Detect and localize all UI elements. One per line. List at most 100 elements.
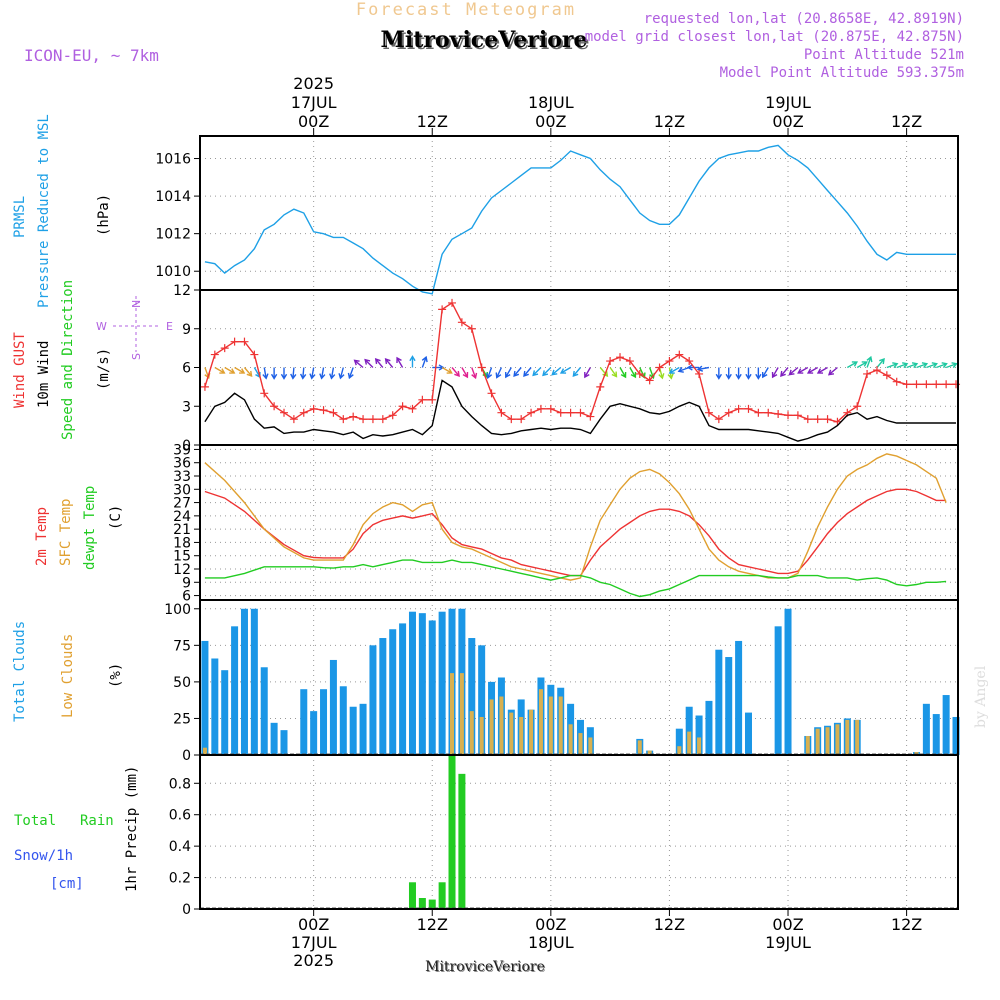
wind-barb-head xyxy=(364,358,371,365)
clouds-ytick-label: 25 xyxy=(173,711,191,727)
gust-marker xyxy=(497,408,506,417)
clouds-bar-primary xyxy=(300,689,308,755)
wind-barb-head xyxy=(892,362,899,369)
clouds-bar-secondary xyxy=(499,696,504,755)
wind-barb xyxy=(609,367,618,377)
wind-barb-head xyxy=(780,370,786,377)
clouds-bar-secondary xyxy=(855,719,860,755)
clouds-bar-primary xyxy=(260,667,268,755)
wind-panel: 0 3 6 9 12 xyxy=(173,283,961,454)
model-label: ICON-EU, ~ 7km xyxy=(24,46,159,65)
precipitation-bar-primary xyxy=(408,882,416,909)
wind-barb xyxy=(762,367,769,378)
wind-barb-head xyxy=(421,355,428,363)
wind-ytick-label: 0 xyxy=(182,438,191,454)
compass-s: S xyxy=(130,353,143,360)
wind-barb xyxy=(945,363,957,369)
wind-barb-head xyxy=(353,359,360,366)
wind-ytick-label: 6 xyxy=(182,361,191,377)
clouds-bar-secondary xyxy=(538,689,543,755)
clouds-bar-primary xyxy=(359,703,367,755)
temperature-ytick-label: 21 xyxy=(173,522,191,538)
precipitation-bar-primary xyxy=(448,755,456,909)
clouds-bar-secondary xyxy=(637,740,642,755)
gust-marker xyxy=(200,382,209,391)
clouds-bar-secondary xyxy=(815,728,820,755)
clouds-bar-primary xyxy=(349,706,357,755)
wind-barb xyxy=(817,366,828,374)
closest-coords: model grid closest lon,lat (20.875E, 42.… xyxy=(585,29,964,45)
wind-barb-head xyxy=(299,373,307,380)
clouds-ytick-label: 50 xyxy=(173,675,191,691)
wind-barb-head xyxy=(446,368,453,374)
wind-barb-head xyxy=(384,358,391,365)
wind-barb xyxy=(461,367,468,378)
clouds-bar-secondary xyxy=(687,731,692,755)
wind-barb xyxy=(487,367,493,379)
wind-barb xyxy=(780,367,789,377)
wind-barb xyxy=(451,367,460,377)
wind-ytick-label: 12 xyxy=(173,283,191,299)
wind-barb xyxy=(292,367,295,379)
clouds-bar-primary xyxy=(725,657,733,755)
clouds-bar-secondary xyxy=(825,727,830,755)
wind-barb-head xyxy=(941,362,948,369)
gust-marker xyxy=(319,406,328,415)
wind-barb xyxy=(572,367,582,377)
temperature-ytick-label: 6 xyxy=(182,589,191,605)
wind-barb-head xyxy=(270,373,278,380)
clouds-ytick-label: 100 xyxy=(164,602,191,618)
gust-marker xyxy=(922,380,931,389)
requested-coords: requested lon,lat (20.8658E, 42.8919N) xyxy=(644,11,964,27)
bottom-time-label: 17JUL xyxy=(291,933,337,952)
bottom-time-label: 2025 xyxy=(293,951,334,970)
precip-axis-label: 1hr Precip (mm) xyxy=(124,766,140,892)
clouds-bar-primary xyxy=(735,640,743,755)
wind-barb-head xyxy=(911,362,919,369)
gust-marker xyxy=(596,382,605,391)
wind-barb-head xyxy=(630,372,637,379)
wind-barb-head xyxy=(246,370,253,377)
wind-barb-head xyxy=(280,373,288,380)
bottom-time-label: 00Z xyxy=(772,915,803,934)
gust-marker xyxy=(853,402,862,411)
precip-snow-label: Snow/1h xyxy=(14,848,73,864)
precipitation-bar-primary xyxy=(438,882,446,909)
clouds-bar-primary xyxy=(231,626,239,755)
clouds-bar-secondary xyxy=(845,719,850,755)
wind-barb xyxy=(551,366,562,376)
wind-barb-head xyxy=(219,368,226,374)
wind-barb-head xyxy=(551,369,558,376)
gust-marker xyxy=(833,417,842,426)
wind-barb-head xyxy=(761,372,768,379)
clouds-bar-secondary xyxy=(548,696,553,755)
gust-marker xyxy=(606,357,615,366)
wind-barb-head xyxy=(686,364,693,371)
wind-barb-head xyxy=(329,373,336,380)
wind-barb xyxy=(302,367,305,379)
gust-marker xyxy=(586,412,595,421)
wind-barb-head xyxy=(396,356,402,363)
pressure-ytick-label: 1012 xyxy=(155,227,191,243)
clouds-bar-secondary xyxy=(529,709,534,755)
gust-marker xyxy=(724,408,733,417)
temperature-ytick-label: 27 xyxy=(173,496,191,512)
precipitation-ytick-label: 0 xyxy=(182,902,191,918)
clouds-bar-secondary xyxy=(202,747,207,755)
wind-ytick-label: 9 xyxy=(182,322,191,338)
wind-barb xyxy=(320,367,325,379)
wind-barb xyxy=(807,366,819,374)
chart-panels: 1010101210141016036912691215182124273033… xyxy=(155,128,961,918)
gust-marker xyxy=(329,408,338,417)
gust-marker xyxy=(477,363,486,372)
gust-marker xyxy=(299,408,308,417)
wind-barb xyxy=(330,367,335,379)
wind-barb-head xyxy=(735,373,742,380)
clouds-bar-secondary xyxy=(558,696,563,755)
temperature-ytick-label: 33 xyxy=(173,469,191,485)
bottom-time-label: 18JUL xyxy=(528,933,574,952)
wind-series-line xyxy=(204,379,956,442)
gust-marker xyxy=(388,411,397,420)
